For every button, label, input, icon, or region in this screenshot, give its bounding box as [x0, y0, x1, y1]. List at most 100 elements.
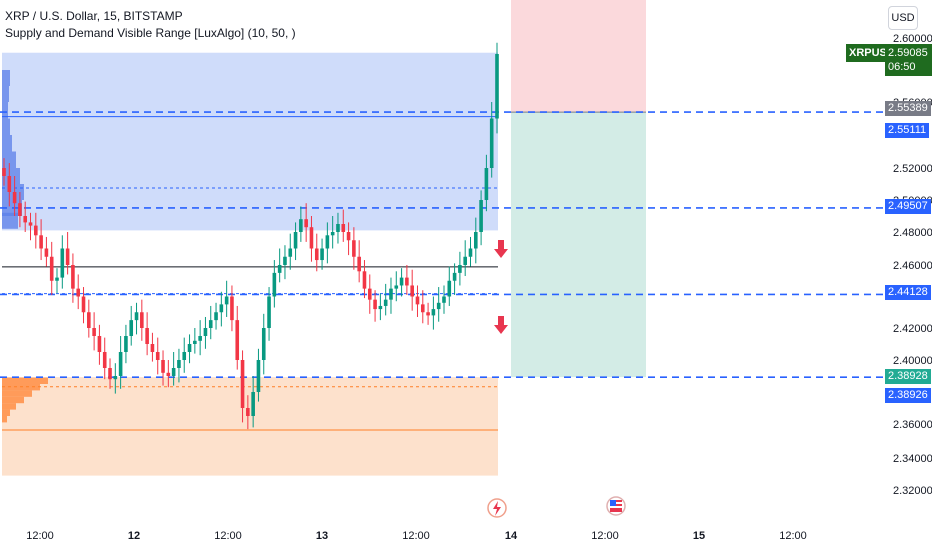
candle-body — [277, 265, 282, 273]
candle-body — [145, 328, 149, 344]
candle-body — [357, 256, 361, 272]
supply-profile-bar — [2, 135, 12, 152]
x-tick-label: 13 — [316, 530, 328, 542]
candle-body — [495, 54, 499, 119]
candle-body — [447, 280, 452, 297]
candle-body — [420, 304, 425, 313]
candle-body — [198, 336, 202, 341]
x-tick-label: 12 — [128, 530, 140, 542]
candle-body — [442, 296, 446, 303]
candle-body — [431, 309, 436, 316]
last-price-value: 2.59085 — [888, 47, 928, 59]
indicator-title[interactable]: Supply and Demand Visible Range [LuxAlgo… — [5, 26, 296, 40]
us-flag-icon — [606, 496, 626, 516]
candle-body — [330, 232, 335, 236]
candle-body — [214, 312, 218, 321]
candle-body — [49, 256, 54, 281]
last-price-tag: 2.59085 06:50 — [885, 44, 932, 76]
candle-body — [76, 288, 81, 297]
x-tick-label: 14 — [505, 530, 518, 542]
x-tick-label: 15 — [693, 530, 705, 542]
x-tick-label: 12:00 — [779, 530, 807, 542]
candle-body — [251, 392, 255, 416]
candle-body — [325, 235, 330, 249]
candle-body — [166, 372, 171, 376]
price-level-label: 2.55389 — [885, 101, 931, 116]
candle-body — [2, 168, 6, 176]
candle-body — [362, 271, 367, 289]
take-profit-area — [511, 112, 646, 378]
candle-body — [293, 232, 298, 249]
candle-body — [55, 277, 59, 281]
candle-body — [415, 296, 420, 305]
candle-body — [314, 248, 319, 261]
demand-profile-bar — [2, 377, 48, 384]
candle-body — [208, 320, 213, 328]
candle-body — [484, 168, 489, 200]
candle-body — [489, 118, 494, 168]
candle-body — [81, 296, 86, 313]
candle-body — [118, 352, 123, 376]
candle-body — [87, 312, 91, 328]
candle-body — [18, 203, 22, 216]
candle-body — [182, 352, 187, 360]
price-level-label: 2.44128 — [885, 285, 931, 300]
y-tick-label: 2.42000 — [893, 323, 932, 335]
candle-body — [65, 248, 70, 265]
supply-profile-bar — [2, 151, 16, 168]
x-tick-label: 12:00 — [402, 530, 430, 542]
candle-body — [219, 304, 224, 313]
candle-body — [309, 227, 314, 249]
candle-body — [389, 288, 393, 300]
candle-body — [44, 248, 49, 257]
candle-body — [378, 305, 383, 310]
supply-profile-bar — [2, 118, 10, 135]
candle-body — [394, 285, 399, 289]
candle-body — [60, 248, 65, 278]
symbol-title[interactable]: XRP / U.S. Dollar, 15, BITSTAMP — [5, 9, 183, 23]
candle-body — [113, 376, 118, 380]
candle-body — [150, 344, 155, 352]
candle-body — [224, 296, 229, 305]
candle-body — [458, 265, 462, 273]
y-tick-label: 2.34000 — [893, 453, 932, 465]
candle-body — [272, 272, 277, 297]
candle-body — [267, 296, 271, 328]
supply-profile-bar — [2, 212, 18, 229]
supply-profile-bar — [2, 70, 10, 86]
candle-body — [108, 368, 112, 380]
candle-body — [12, 192, 17, 204]
candle-body — [39, 235, 43, 249]
candle-body — [97, 336, 102, 352]
currency-button[interactable]: USD — [888, 6, 918, 30]
y-tick-label: 2.46000 — [893, 260, 932, 272]
candle-body — [299, 219, 303, 232]
demand-profile-bar — [2, 416, 7, 423]
down-arrow-icon — [494, 240, 508, 258]
candle-body — [341, 224, 346, 232]
y-tick-label: 2.52000 — [893, 163, 932, 175]
demand-profile-bar — [2, 396, 24, 404]
x-tick-label: 12:00 — [26, 530, 54, 542]
candle-body — [261, 328, 266, 360]
candle-body — [473, 232, 478, 249]
supply-profile-bar — [2, 86, 9, 102]
candle-body — [203, 328, 208, 336]
candle-body — [304, 219, 308, 228]
supply-profile-bar — [2, 102, 8, 119]
candle-body — [346, 232, 351, 241]
candle-body — [7, 176, 12, 192]
y-tick-label: 2.48000 — [893, 227, 932, 239]
demand-profile-bar — [2, 403, 16, 410]
chart-legend: XRP / U.S. Dollar, 15, BITSTAMP Supply a… — [5, 8, 296, 42]
candle-body — [140, 312, 144, 328]
candle-body — [288, 248, 293, 257]
candle-body — [161, 360, 165, 373]
y-tick-label: 2.32000 — [893, 485, 932, 497]
candle-body — [240, 360, 245, 408]
x-tick-label: 12:00 — [591, 530, 619, 542]
candle-body — [452, 272, 457, 281]
candle-body — [235, 320, 240, 360]
